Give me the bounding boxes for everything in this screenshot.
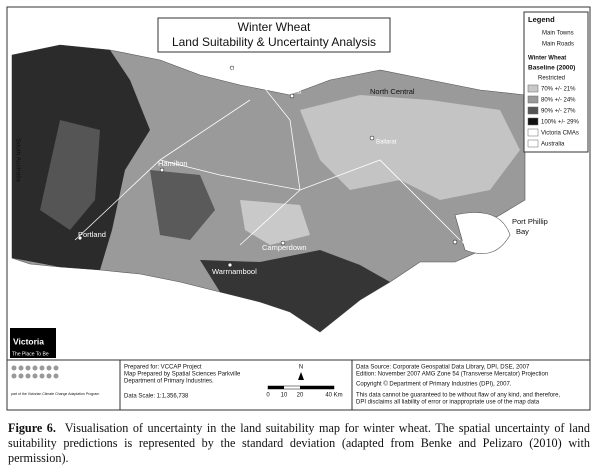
source: This data cannot be guaranteed to be wit… [356,393,560,399]
program-dots [11,365,59,379]
legend-scenario: Baseline (2000) [528,65,575,72]
logo-slogan: The Place To Be [12,351,49,357]
logo-name: Victoria [13,336,44,346]
legend-class: 100% +/- 29% [541,120,580,126]
bay [454,212,511,254]
caption: Figure 6. Visualisation of uncertainty i… [8,421,590,466]
legend-swatch [527,117,539,126]
place: Warrnambool [212,267,257,276]
legend-swatch [527,128,539,137]
source: Data Source: Corporate Geospatial Data L… [356,365,530,371]
place: Camperdown [262,243,307,252]
logo [10,328,56,358]
legend-class: Australia [541,142,565,148]
towns [77,65,458,268]
place: Wimmera [228,65,261,74]
title-box [157,17,391,53]
legend: Legend Main Towns Main Roads Winter Whea… [523,11,589,153]
legend-class: Victoria CMAs [541,131,579,137]
legend-class: 90% +/- 27% [541,109,576,115]
map-title: Winter Wheat [238,20,311,34]
prepared: Department of Primary Industries. [124,379,214,385]
place: Port Phillip [512,217,548,226]
scalebar-label: 40 Km [325,393,342,399]
legend-swatch [527,106,539,115]
place: Bay [516,227,529,236]
scale: Data Scale: 1:1,356,738 [124,394,189,400]
map-subtitle: Land Suitability & Uncertainty Analysis [172,35,376,49]
caption-label: Figure 6. [8,421,56,435]
scalebar-label: 20 [297,393,304,399]
legend-swatch [527,139,539,148]
land-70-mid [240,200,310,245]
place: North Central [370,87,415,96]
place: Ararat [285,90,302,96]
legend-item: Main Roads [542,42,574,48]
land-90-mid [150,170,215,240]
roads [74,69,461,246]
scalebar [300,386,334,389]
place: Hamilton [158,159,188,168]
place: South Australia [14,138,21,182]
legend-item: Main Towns [542,31,574,37]
place: Geelong [462,237,490,246]
prepared: Prepared for: VCCAP Project [124,365,202,371]
caption-text: Visualisation of uncertainty in the land… [8,421,590,465]
scalebar-label: 0 [266,393,270,399]
source: Copyright © Department of Primary Indust… [356,381,512,388]
land-100-coast [200,250,390,332]
scalebar-label: 10 [281,393,288,399]
legend-class: Restricted [538,76,565,82]
legend-box [523,11,589,153]
program: part of the Victorian Climate Change Ada… [11,392,99,396]
source: Edition: November 2007 AMG Zone 54 (Tran… [356,372,548,378]
map-figure: Wimmera Ararat North Central Ballarat Ha… [6,6,591,411]
legend-layer: Winter Wheat [528,56,566,62]
legend-class: 80% +/- 24% [541,98,576,104]
land-90 [40,120,100,230]
north-arrow [298,372,304,380]
place: Ballarat [376,140,397,146]
place: Portland [78,230,106,239]
source: DPI disclaims all liability of error or … [356,400,540,406]
legend-class: 70% +/- 21% [541,87,576,93]
land-70 [300,95,520,200]
north: N [299,365,303,371]
prepared: Map Prepared by Spatial Sciences Parkvil… [124,372,241,378]
legend-swatch [527,95,539,104]
legend-title: Legend [528,15,555,24]
legend-swatch [527,84,539,93]
scalebar [268,386,284,389]
